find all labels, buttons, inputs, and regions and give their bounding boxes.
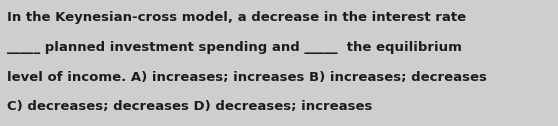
Text: level of income. A) increases; increases B) increases; decreases: level of income. A) increases; increases… [7, 71, 487, 84]
Text: C) decreases; decreases D) decreases; increases: C) decreases; decreases D) decreases; in… [7, 100, 372, 113]
Text: In the Keynesian-cross model, a decrease in the interest rate: In the Keynesian-cross model, a decrease… [7, 11, 466, 24]
Text: _____ planned investment spending and _____  the equilibrium: _____ planned investment spending and __… [7, 41, 461, 54]
